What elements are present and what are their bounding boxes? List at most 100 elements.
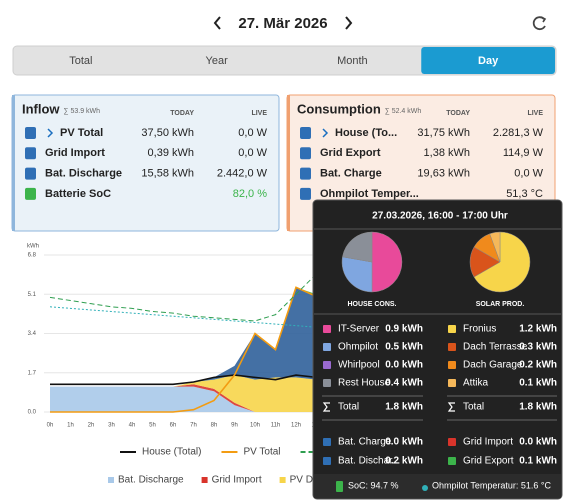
tab-label: Total xyxy=(69,55,92,67)
x-tick-label: 12h xyxy=(291,423,301,429)
pie-slice xyxy=(473,231,531,293)
col-header: LIVE xyxy=(527,110,543,117)
tab[interactable]: Day xyxy=(421,47,555,74)
tooltip-footer xyxy=(314,474,561,498)
row-label: Bat. Charge xyxy=(320,168,382,180)
row-today: 19,63 kWh xyxy=(417,168,470,180)
item-label: Grid Export xyxy=(463,456,514,467)
total-value: 1.8 kWh xyxy=(519,402,557,413)
refresh[interactable] xyxy=(532,16,547,31)
tab-label: Year xyxy=(206,55,229,67)
row-label: Bat. Discharge xyxy=(45,168,122,180)
legend-label: Grid Import xyxy=(212,475,262,486)
tab[interactable]: Month xyxy=(337,55,368,67)
tooltip-title: 27.03.2026, 16:00 - 17:00 Uhr xyxy=(372,211,508,222)
x-tick-label: 8h xyxy=(211,423,218,429)
row-today: 31,75 kWh xyxy=(417,127,470,139)
item-icon xyxy=(323,343,331,351)
x-tick-label: 1h xyxy=(67,423,74,429)
sum-icon xyxy=(322,402,330,412)
item-icon xyxy=(448,457,456,465)
item-label: Ohmpilot xyxy=(338,342,378,353)
pie-title: SOLAR PROD. xyxy=(476,301,525,308)
x-tick-label: 10h xyxy=(250,423,260,429)
item-icon xyxy=(448,343,456,351)
item-label: Rest House xyxy=(338,378,391,389)
row-live: 0,0 W xyxy=(238,147,267,159)
date: 27. Mär 2026 xyxy=(238,15,327,32)
legend-label: House (Total) xyxy=(142,447,201,458)
line-series xyxy=(49,262,522,322)
legend-item[interactable]: PV Direct xyxy=(279,475,332,486)
item-label: Dach Terrasse xyxy=(463,342,528,353)
item-value: 0.4 kWh xyxy=(385,378,423,389)
legend-item[interactable]: House (Total) xyxy=(120,447,201,458)
x-tick-label: 7h xyxy=(190,423,197,429)
tab-bar xyxy=(12,45,557,76)
sum-icon xyxy=(447,402,455,412)
tab[interactable]: Total xyxy=(69,55,92,67)
item-value: 0.0 kWh xyxy=(385,360,423,371)
next-day[interactable] xyxy=(345,16,353,30)
item-label: Dach Garage xyxy=(463,360,523,371)
item-value: 0.5 kWh xyxy=(385,342,423,353)
item-icon xyxy=(323,325,331,333)
item-label: Bat. Charge xyxy=(338,437,392,448)
legend-item[interactable]: Grid Import xyxy=(201,475,262,486)
temperature-text: Ohmpilot Temperatur: 51.6 °C xyxy=(432,480,551,490)
item-value: 0.0 kWh xyxy=(519,437,557,448)
y-tick-label: 3.4 xyxy=(28,331,37,337)
item-value: 0.0 kWh xyxy=(385,437,423,448)
item-icon xyxy=(323,457,331,465)
row-icon xyxy=(300,147,311,160)
item-label: Whirlpool xyxy=(338,360,380,371)
row-label: Grid Export xyxy=(320,147,381,159)
row-live: 2.281,3 W xyxy=(493,127,544,139)
item-label: Grid Import xyxy=(463,437,513,448)
card-sum: ∑ 52.4 kWh xyxy=(385,108,422,115)
total-label: Total xyxy=(338,402,359,413)
soc-text: SoC: 94.7 % xyxy=(348,480,399,490)
area-series xyxy=(50,287,522,387)
pie-title: HOUSE CONS. xyxy=(347,301,396,308)
pie-slice xyxy=(341,256,373,293)
expand-chevron[interactable] xyxy=(47,128,54,138)
row-label: Grid Import xyxy=(45,147,105,159)
row-live: 82,0 % xyxy=(233,188,267,200)
y-axis-label: kWh xyxy=(27,244,39,250)
item-icon xyxy=(323,438,331,446)
temp-icon xyxy=(422,485,428,491)
row-today: 0,39 kWh xyxy=(148,147,194,159)
x-tick-label: 6h xyxy=(170,423,177,429)
tab[interactable]: Year xyxy=(206,55,229,67)
expand-chevron[interactable] xyxy=(322,128,329,138)
item-value: 0.1 kWh xyxy=(519,456,557,467)
item-icon xyxy=(448,361,456,369)
x-tick-label: 0h xyxy=(47,423,54,429)
x-tick-label: 4h xyxy=(129,423,136,429)
prev-day[interactable] xyxy=(213,16,221,30)
legend-swatch xyxy=(201,477,208,483)
legend-item[interactable]: Bat. Discharge xyxy=(108,475,184,486)
x-tick-label: 9h xyxy=(231,423,238,429)
total-value: 1.8 kWh xyxy=(385,402,423,413)
legend-label: Bat. Discharge xyxy=(118,475,184,486)
legend-item[interactable]: PV Total xyxy=(221,447,281,458)
tab-label: Month xyxy=(337,55,368,67)
item-value: 0.9 kWh xyxy=(385,324,423,335)
row-icon xyxy=(25,167,36,180)
row-icon xyxy=(300,167,311,180)
card-title: Inflow xyxy=(22,101,60,116)
col-header: LIVE xyxy=(251,110,267,117)
x-tick-label: 3h xyxy=(108,423,115,429)
card-accent xyxy=(12,95,15,231)
row-label: Batterie SoC xyxy=(45,188,111,200)
col-header: TODAY xyxy=(446,110,470,117)
item-value: 0.2 kWh xyxy=(519,360,557,371)
y-tick-label: 0.0 xyxy=(28,410,37,416)
y-tick-label: 6.8 xyxy=(28,253,37,259)
pie-slice xyxy=(371,231,403,293)
row-live: 0,0 W xyxy=(238,127,267,139)
pie-slice xyxy=(342,231,373,263)
row-icon xyxy=(25,127,36,139)
